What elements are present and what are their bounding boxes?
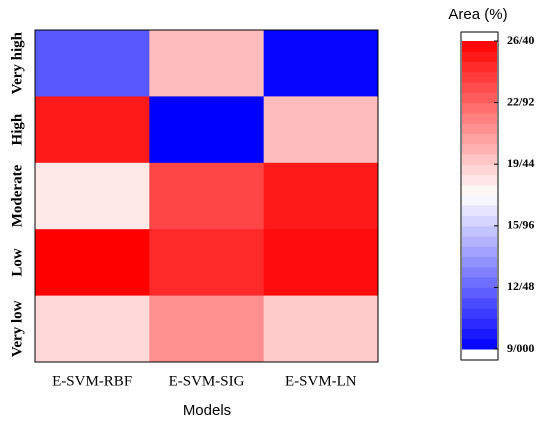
x-tick-label: E-SVM-SIG [169,373,245,389]
heatmap-cell [35,30,150,97]
colorbar-tick-label: 19/44 [507,156,534,170]
colorbar-step [462,318,497,329]
colorbar-step [462,287,497,299]
heatmap-cell [149,229,265,297]
colorbar-step [462,51,497,63]
colorbar-step [462,225,497,237]
heatmap-cell [35,295,150,363]
colorbar-tick-label: 12/48 [507,279,534,293]
colorbar-step [462,71,497,83]
colorbar-step [462,215,497,227]
y-tick-label: Moderate [9,164,25,227]
x-axis-label: Models [183,402,231,419]
heatmap-cell [263,30,379,97]
heatmap-cell [35,96,150,164]
colorbar-step [462,297,497,309]
y-tick-label: Low [9,248,25,277]
y-tick-label: Very low [9,300,25,357]
heatmap-cell [263,96,379,164]
colorbar-step [462,102,497,114]
colorbar-step [462,195,497,206]
colorbar-tick-label: 15/96 [507,218,534,232]
heatmap-cell [149,162,265,230]
colorbar-step [462,133,497,145]
colorbar-step [462,164,497,175]
colorbar-tick-label: 22/92 [507,94,534,108]
colorbar: 26/40 22/92 19/44 15/96 12/48 9/000 [460,31,534,361]
heatmap-cell [263,162,379,230]
colorbar-label: Area (%) [448,6,507,23]
colorbar-step [462,184,497,196]
colorbar-step [462,143,497,155]
colorbar-step [462,174,497,186]
heatmap-cell [263,295,379,363]
colorbar-step [462,123,497,134]
x-tick-label: E-SVM-LN [285,373,357,389]
colorbar-step [462,61,497,73]
colorbar-step [462,236,497,247]
heatmap-cell [149,30,265,97]
y-tick-label: Very high [9,31,25,94]
colorbar-step [462,328,497,340]
colorbar-step [462,41,497,52]
colorbar-tick-label: 26/40 [507,33,534,47]
colorbar-step [462,338,497,350]
plot-frame [34,29,379,363]
y-tick-label: High [9,113,25,145]
colorbar-step [462,246,497,258]
heatmap-cell [35,229,150,297]
colorbar-step [462,256,497,268]
colorbar-step [462,205,497,217]
x-tick-label: E-SVM-RBF [52,373,132,389]
colorbar-step [462,277,497,288]
colorbar-step [462,307,497,319]
heatmap-cell [149,295,265,363]
colorbar-step [462,82,497,93]
heatmap-cell [263,229,379,297]
colorbar-step [462,92,497,104]
heatmap-cell [149,96,265,164]
colorbar-step [462,153,497,165]
colorbar-frame [460,31,499,361]
colorbar-step [462,266,497,278]
colorbar-step [462,112,497,124]
heatmap-cell [35,162,150,230]
colorbar-tick-label: 9/000 [507,341,534,355]
